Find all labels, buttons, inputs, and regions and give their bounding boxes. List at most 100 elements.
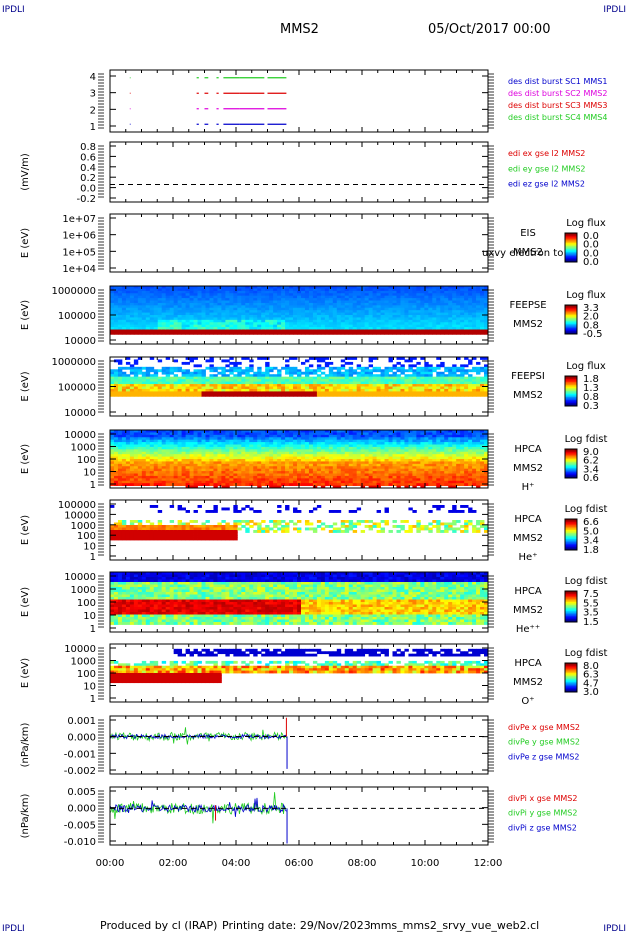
- spectrogram-cell: [261, 393, 266, 397]
- spectrogram-cell: [452, 315, 457, 318]
- spectrogram-cell: [416, 300, 421, 304]
- spectrogram-cell: [161, 475, 167, 479]
- spectrogram-cell: [293, 327, 298, 330]
- spectrogram-cell: [110, 379, 115, 382]
- spectrogram-cell: [316, 319, 322, 323]
- spectrogram-cell: [336, 322, 342, 326]
- spectrogram-cell: [348, 290, 354, 294]
- spectrogram-cell: [316, 315, 322, 318]
- spectrogram-cell: [316, 478, 322, 482]
- spectrogram-cell: [320, 290, 326, 294]
- spectrogram-cell: [157, 307, 163, 311]
- spectrogram-cell: [344, 376, 350, 380]
- spectrogram-cell: [277, 369, 282, 373]
- spectrogram-cell: [297, 459, 302, 462]
- spectrogram-cell: [464, 288, 469, 292]
- spectrogram-cell: [201, 302, 206, 306]
- colorbar-cell: [565, 305, 577, 307]
- spectrogram-cell: [221, 290, 226, 294]
- spectrogram-cell: [320, 295, 326, 299]
- spectrogram-cell: [300, 437, 306, 441]
- spectrogram-cell: [117, 319, 123, 323]
- colorbar-title: Log flux: [566, 218, 606, 229]
- spectrogram-cell: [281, 434, 286, 438]
- spectrogram-cell: [293, 437, 298, 441]
- spectrogram-cell: [424, 295, 429, 299]
- spectrogram-cell: [125, 366, 131, 370]
- spectrogram-cell: [173, 369, 179, 373]
- spectrogram-cell: [396, 322, 401, 326]
- spectrogram-cell: [312, 305, 318, 309]
- panel-label: FEEPSE: [509, 300, 546, 311]
- spectrogram-cell: [356, 295, 362, 299]
- spectrogram-cell: [149, 379, 155, 382]
- spectrogram-cell: [197, 379, 202, 382]
- spectrogram-cell: [185, 463, 190, 467]
- spectrogram-cell: [157, 473, 163, 477]
- spectrogram-cell: [233, 361, 238, 365]
- spectrogram-cell: [173, 483, 179, 486]
- spectrogram-cell: [304, 473, 310, 477]
- spectrogram-cell: [117, 459, 123, 462]
- spectrogram-cell: [416, 366, 421, 370]
- spectrogram-cell: [125, 384, 131, 387]
- spectrogram-cell: [205, 388, 210, 392]
- spectrogram-cell: [396, 329, 401, 333]
- spectrogram-cell: [245, 475, 250, 479]
- spectrogram-cell: [201, 466, 206, 470]
- spectrogram-cell: [316, 483, 322, 486]
- spectrogram-cell: [237, 305, 242, 309]
- spectrogram-cell: [185, 379, 190, 382]
- spectrogram-cell: [328, 384, 334, 387]
- spectrogram-cell: [308, 376, 314, 380]
- colorbar-cell: [565, 240, 577, 243]
- spectrogram-cell: [416, 319, 421, 323]
- spectrogram-cell: [440, 393, 445, 397]
- spectrogram-cell: [300, 451, 306, 455]
- spectrogram-cell: [360, 293, 366, 297]
- spectrogram-cell: [277, 305, 282, 309]
- spectrogram-cell: [121, 439, 127, 443]
- spectrogram-cell: [229, 444, 234, 448]
- spectrogram-cell: [320, 430, 326, 433]
- spectrogram-cell: [277, 386, 282, 390]
- spectrogram-cell: [269, 379, 274, 382]
- spectrogram-cell: [121, 432, 127, 436]
- spectrogram-cell: [408, 312, 413, 316]
- spectrogram-cell: [408, 288, 413, 292]
- spectrogram-cell: [336, 384, 342, 387]
- spectrogram-cell: [145, 315, 151, 318]
- spectrogram-cell: [121, 444, 127, 448]
- spectrogram-cell: [241, 454, 246, 457]
- spectrogram-cell: [221, 298, 226, 301]
- spectrogram-cell: [412, 384, 417, 387]
- spectrogram-cell: [137, 315, 143, 318]
- spectrogram-cell: [400, 329, 405, 333]
- spectrogram-cell: [300, 459, 306, 462]
- spectrogram-cell: [193, 315, 198, 318]
- spectrogram-cell: [293, 312, 298, 316]
- spectrogram-cell: [440, 322, 445, 326]
- spectrogram-cell: [277, 391, 282, 395]
- spectrogram-cell: [472, 322, 477, 326]
- spectrogram-cell: [185, 357, 190, 360]
- spectrogram-cell: [233, 471, 238, 474]
- spectrogram-cell: [125, 473, 131, 477]
- spectrogram-cell: [452, 317, 457, 321]
- spectrogram-cell: [440, 371, 445, 375]
- spectrogram-cell: [161, 300, 167, 304]
- spectrogram-cell: [157, 449, 163, 453]
- spectrogram-cell: [420, 319, 425, 323]
- spectrogram-cell: [193, 485, 198, 489]
- spectrogram-cell: [113, 442, 119, 445]
- spectrogram-cell: [424, 384, 429, 387]
- spectrogram-cell: [376, 381, 381, 385]
- spectrogram-cell: [424, 376, 429, 380]
- spectrogram-cell: [133, 359, 139, 363]
- spectrogram-cell: [316, 298, 322, 301]
- spectrogram-cell: [300, 331, 306, 335]
- spectrogram-cell: [368, 310, 374, 313]
- spectrogram-cell: [137, 300, 143, 304]
- spectrogram-cell: [245, 451, 250, 455]
- spectrogram-cell: [281, 388, 286, 392]
